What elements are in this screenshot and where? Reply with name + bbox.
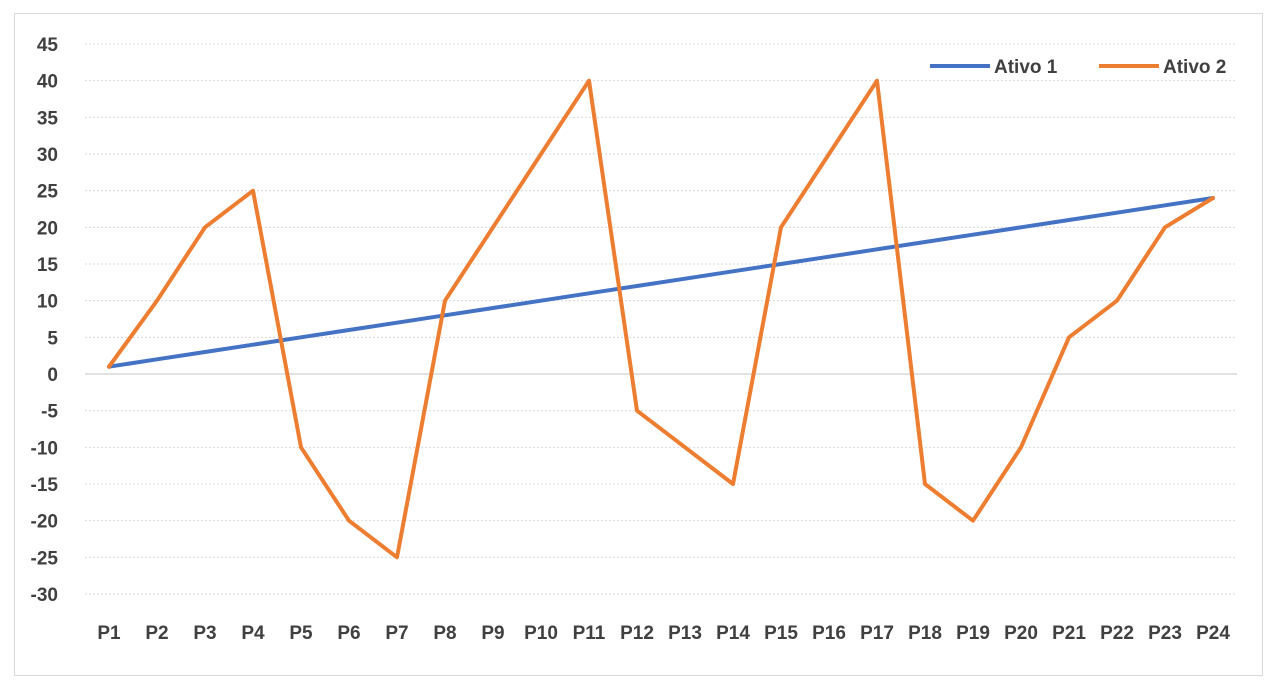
y-axis-labels: 45 40 35 30 25 20 15 10 5 0 -5 -10 -15 -20 -25 -30 [31,35,59,606]
series-line-2 [107,78,1215,560]
data-point [587,79,591,83]
chart-area [14,13,1263,676]
x-tick-label: P4 [241,623,265,644]
data-point [347,328,351,332]
series-line-1 [107,196,1215,369]
y-tick-label: -20 [31,512,58,533]
y-tick-label: -15 [31,475,59,496]
data-point [635,409,639,413]
y-tick-label: 20 [37,218,58,239]
y-tick-label: 10 [37,292,58,313]
data-point [1115,299,1119,303]
x-tick-label: P11 [573,623,606,644]
data-point [779,225,783,229]
x-tick-label: P1 [97,623,121,644]
x-axis-labels: P1 P2 P3 P4 P5 P6 P7 P8 P9 P10 P11 P12 P13 P14 P15 P16 P… [97,623,1230,644]
y-tick-label: 45 [37,35,59,56]
x-tick-label: P20 [1004,623,1038,644]
data-point [1163,225,1167,229]
data-point [491,306,495,310]
y-tick-label: 15 [37,255,59,276]
data-point [347,519,351,523]
y-tick-label: -25 [31,548,59,569]
data-point [1019,225,1023,229]
data-point [971,233,975,237]
data-point [1211,196,1215,200]
data-point [443,299,447,303]
data-point [251,189,255,193]
y-tick-label: 35 [37,108,59,129]
x-tick-label: P24 [1196,623,1230,644]
data-point [491,225,495,229]
data-point [395,321,399,325]
x-tick-label: P17 [860,623,894,644]
data-point [827,152,831,156]
data-point [155,357,159,361]
y-tick-label: 25 [37,182,59,203]
data-point [923,240,927,244]
data-point [1115,211,1119,215]
data-point [923,482,927,486]
data-point [203,225,207,229]
data-point [107,365,111,369]
x-tick-label: P7 [385,623,408,644]
x-tick-label: P2 [145,623,168,644]
x-tick-label: P18 [908,623,942,644]
data-point [971,519,975,523]
series-lines [107,78,1215,560]
data-point [539,152,543,156]
legend-label: Ativo 1 [994,57,1058,78]
x-tick-label: P22 [1100,623,1134,644]
x-tick-label: P16 [812,623,846,644]
data-point [299,335,303,339]
data-point [299,445,303,449]
y-tick-label: -10 [31,438,58,459]
y-tick-label: -30 [31,585,58,606]
data-point [1067,218,1071,222]
x-tick-label: P8 [433,623,456,644]
data-point [779,262,783,266]
x-tick-label: P10 [524,623,558,644]
data-point [203,350,207,354]
legend: Ativo 1 Ativo 2 [930,57,1226,78]
data-point [827,255,831,259]
x-tick-label: P13 [668,623,702,644]
x-tick-label: P14 [716,623,750,644]
x-tick-label: P15 [764,623,798,644]
x-tick-label: P19 [956,623,990,644]
y-tick-label: 5 [47,328,58,349]
gridlines [85,43,1237,595]
data-point [683,445,687,449]
y-tick-label: 30 [37,145,58,166]
x-tick-label: P21 [1052,623,1086,644]
y-tick-label: -5 [41,402,58,423]
legend-label: Ativo 2 [1163,57,1226,78]
data-point [875,79,879,83]
data-point [875,247,879,251]
x-tick-label: P3 [193,623,216,644]
x-tick-label: P23 [1148,623,1182,644]
data-point [731,269,735,273]
data-point [587,291,591,295]
x-tick-label: P9 [481,623,504,644]
data-point [1163,203,1167,207]
y-tick-label: 0 [47,365,58,386]
data-point [1067,335,1071,339]
data-point [731,482,735,486]
x-tick-label: P5 [289,623,313,644]
data-point [395,555,399,559]
data-point [251,343,255,347]
x-tick-label: P12 [620,623,654,644]
data-point [539,299,543,303]
data-point [1019,445,1023,449]
x-tick-label: P6 [337,623,360,644]
y-tick-label: 40 [37,72,58,93]
data-point [635,284,639,288]
data-point [155,299,159,303]
data-point [683,277,687,281]
